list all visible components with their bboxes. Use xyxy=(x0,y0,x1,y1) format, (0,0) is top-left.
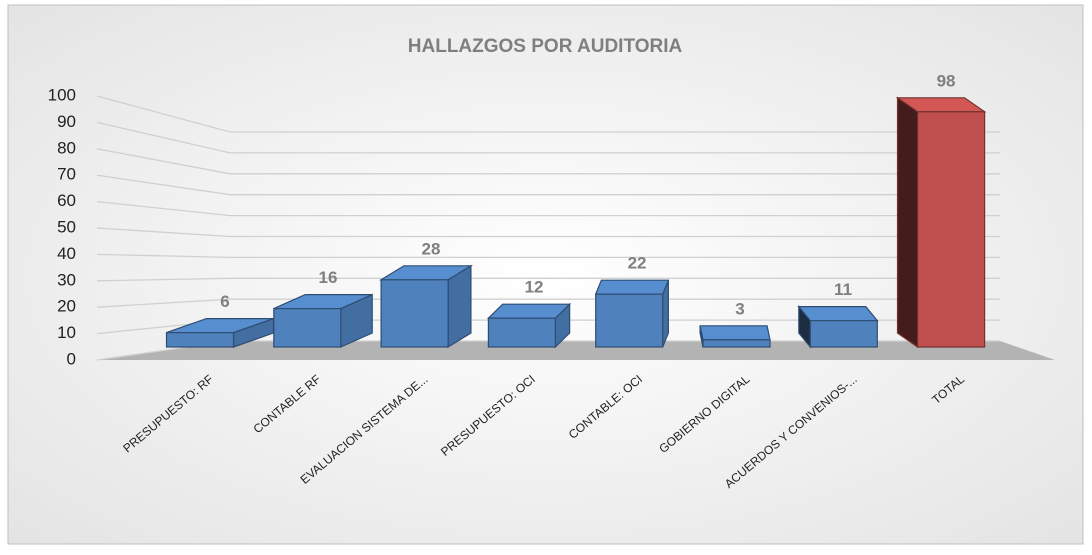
grid-line xyxy=(96,298,1000,308)
grid-line xyxy=(96,121,1000,154)
y-tick-label: 40 xyxy=(57,244,76,263)
grid-line xyxy=(96,95,1000,133)
grid-line xyxy=(96,148,1000,175)
bar-top xyxy=(699,325,771,341)
y-tick-label: 30 xyxy=(57,270,76,289)
value-label: 22 xyxy=(628,254,647,273)
bar xyxy=(595,293,664,348)
value-label: 16 xyxy=(319,268,338,287)
y-tick-label: 50 xyxy=(57,217,76,236)
bar xyxy=(380,279,449,348)
value-label: 11 xyxy=(834,280,852,299)
y-tick-label: 60 xyxy=(57,191,76,210)
value-label: 3 xyxy=(735,299,744,318)
grid-line xyxy=(96,253,1000,259)
y-tick-label: 10 xyxy=(57,323,76,342)
y-tick-label: 80 xyxy=(57,138,76,157)
bar-top xyxy=(797,306,879,322)
bar xyxy=(273,308,342,348)
grid-line xyxy=(96,277,1000,282)
y-tick-label: 20 xyxy=(57,297,76,316)
y-tick-label: 70 xyxy=(57,165,76,184)
value-label: 6 xyxy=(220,292,229,311)
grid-line xyxy=(96,174,1000,196)
y-tick-label: 0 xyxy=(67,349,76,368)
grid-line xyxy=(96,200,1000,217)
bar xyxy=(487,317,556,348)
value-label: 12 xyxy=(525,278,544,297)
y-tick-label: 100 xyxy=(48,85,76,104)
bar xyxy=(165,332,235,348)
bar xyxy=(916,111,986,348)
y-tick-label: 90 xyxy=(57,112,76,131)
bar xyxy=(809,320,878,348)
grid-line xyxy=(96,227,1000,238)
bar-top xyxy=(486,303,572,319)
value-label: 98 xyxy=(937,71,956,90)
bar xyxy=(702,339,771,348)
bar-top xyxy=(594,279,670,295)
bar-side xyxy=(896,96,919,349)
chart-title: HALLAZGOS POR AUDITORIA xyxy=(408,36,683,57)
value-label: 28 xyxy=(422,239,441,258)
